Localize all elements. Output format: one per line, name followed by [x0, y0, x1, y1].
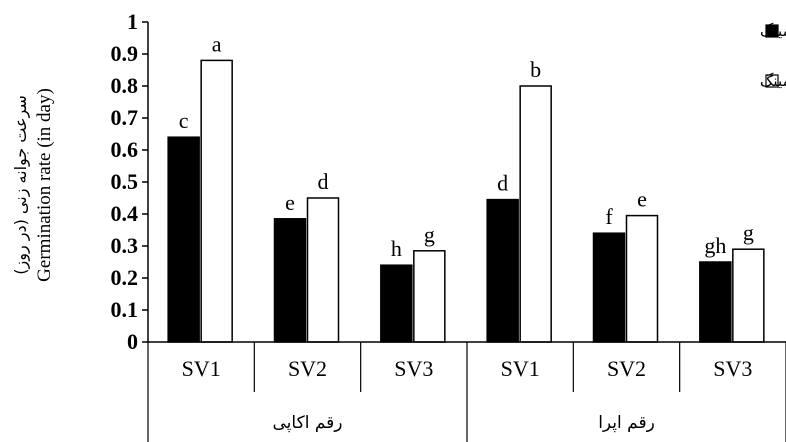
legend-swatch [765, 24, 779, 38]
category-label: SV2 [288, 356, 327, 381]
y-tick-label: 0.9 [111, 41, 139, 66]
bar [273, 218, 307, 343]
legend-label: هیدرو- پرایمینگ [760, 72, 786, 91]
bar [413, 250, 446, 343]
axes [147, 22, 786, 442]
bar-letter-labels: c e h d f gh a d g b e g [179, 31, 754, 261]
bar-letter-label: g [743, 220, 754, 245]
bar [699, 261, 732, 343]
bar-letter-label: h [391, 236, 402, 261]
bar [167, 136, 200, 343]
y-tick-label: 0.3 [111, 233, 139, 258]
category-label: SV3 [394, 356, 433, 381]
category-labels: SV1 SV2 SV3 SV1 SV2 SV3 [182, 356, 753, 381]
category-label: SV1 [501, 356, 540, 381]
group-labels: رقم اکاپی رقم اپرا [273, 413, 655, 433]
bar-letter-label: f [605, 204, 613, 229]
group-label: رقم اپرا [598, 413, 655, 433]
bar-letter-label: b [530, 57, 541, 82]
bar-letter-label: e [285, 190, 295, 215]
y-tick-label: 0.8 [111, 73, 139, 98]
y-tick-label: 0.5 [111, 169, 139, 194]
bar-letter-label: a [212, 31, 222, 56]
bar-letter-label: gh [704, 233, 726, 258]
bar-letter-label: d [497, 171, 508, 196]
bar [732, 248, 765, 343]
category-label: SV2 [607, 356, 646, 381]
y-tick-label: 0.4 [111, 201, 139, 226]
group-label: رقم اکاپی [273, 413, 343, 433]
bar [486, 198, 519, 343]
y-tick-label: 0.6 [111, 137, 139, 162]
y-tick-label: 0 [127, 329, 138, 354]
bars [167, 59, 765, 343]
bar [625, 214, 659, 343]
legend-swatch [765, 74, 779, 88]
bar [380, 264, 413, 343]
y-tick-label: 0.1 [111, 297, 139, 322]
bar [200, 59, 233, 343]
bar-letter-label: c [179, 108, 189, 133]
y-tick-label: 0.2 [111, 265, 139, 290]
bar-letter-label: d [318, 169, 329, 194]
y-axis-ticks: 0 0.1 0.2 0.3 0.4 0.5 0.6 0.7 0.8 0.9 1 [111, 9, 148, 354]
category-label: SV3 [713, 356, 752, 381]
category-label: SV1 [182, 356, 221, 381]
bar-letter-label: e [637, 187, 647, 212]
legend: بدون پرایمینگ هیدرو- پرایمینگ [760, 22, 786, 91]
bar [519, 85, 552, 343]
y-axis-title: سرعت جوانه زنی (در روز) Germination rate… [11, 88, 55, 282]
bar [592, 232, 626, 343]
y-tick-label: 0.7 [111, 105, 139, 130]
bar [306, 197, 340, 343]
y-axis-title-en: Germination rate (in day) [34, 88, 55, 282]
legend-label: بدون پرایمینگ [760, 22, 786, 41]
y-axis-title-fa: سرعت جوانه زنی (در روز) [11, 95, 31, 275]
y-tick-label: 1 [127, 9, 138, 34]
bar-letter-label: g [424, 222, 435, 247]
